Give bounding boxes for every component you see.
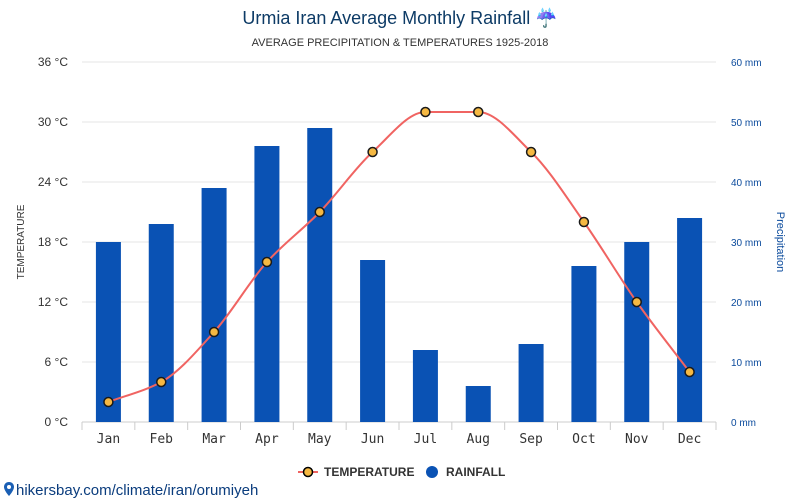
x-axis-label-nov: Nov: [625, 432, 649, 447]
x-axis-label-oct: Oct: [572, 432, 595, 447]
x-axis-label-sep: Sep: [519, 432, 543, 447]
x-axis-label-feb: Feb: [150, 432, 174, 447]
chart-title: Urmia Iran Average Monthly Rainfall ☔: [242, 7, 557, 28]
left-axis-tick-label: 6 °C: [45, 355, 69, 369]
right-axis-tick-label: 30 mm: [731, 238, 762, 249]
x-axis-label-apr: Apr: [255, 432, 279, 447]
legend-item-temperature[interactable]: TEMPERATURE: [298, 465, 414, 479]
temperature-point-jul: [420, 106, 431, 118]
temperature-point-mar: [208, 326, 220, 338]
rainfall-bar-sep: [518, 344, 544, 422]
temperature-markers: [103, 106, 695, 408]
legend-temperature-marker-icon: [302, 466, 314, 478]
chart-subtitle: AVERAGE PRECIPITATION & TEMPERATURES 192…: [252, 37, 549, 49]
source-link[interactable]: hikersbay.com/climate/iran/orumiyeh: [4, 482, 258, 499]
x-axis-label-dec: Dec: [678, 432, 701, 447]
temperature-point-sep: [525, 146, 537, 158]
legend-item-rainfall[interactable]: RAINFALL: [426, 465, 505, 479]
right-axis-tick-label: 20 mm: [731, 298, 762, 309]
right-axis-title: Precipitation: [774, 212, 786, 273]
rainfall-bar-feb: [148, 224, 174, 422]
x-axis: Jan Feb Mar Apr May Jun Jul Aug Sep Oct Nov Dec: [81, 422, 717, 447]
rainfall-bar-may: [307, 128, 333, 422]
right-y-axis: 0 mm 10 mm 20 mm 30 mm 40 mm 50 mm 60 mm: [731, 58, 762, 429]
left-axis-tick-label: 24 °C: [38, 175, 68, 189]
temperature-curve: [108, 111, 691, 403]
x-axis-label-jun: Jun: [361, 432, 384, 447]
temperature-point-oct: [578, 216, 590, 228]
x-axis-label-aug: Aug: [467, 432, 490, 447]
right-axis-tick-label: 50 mm: [731, 118, 762, 129]
rainfall-bar-jun: [360, 260, 386, 422]
rainfall-bars: [95, 128, 703, 422]
left-axis-tick-label: 36 °C: [38, 55, 68, 69]
x-axis-label-jul: Jul: [414, 432, 437, 447]
rainfall-bar-apr: [254, 146, 280, 422]
right-axis-tick-label: 10 mm: [731, 358, 762, 369]
legend: TEMPERATURE RAINFALL: [298, 465, 505, 479]
left-axis-tick-label: 30 °C: [38, 115, 68, 129]
temperature-point-apr: [261, 256, 273, 268]
legend-rainfall-label: RAINFALL: [446, 465, 505, 479]
temperature-point-dec: [684, 366, 695, 378]
legend-temperature-label: TEMPERATURE: [324, 465, 414, 479]
rainfall-bar-jul: [412, 350, 438, 422]
temperature-point-may: [314, 206, 325, 218]
gridlines: [82, 61, 716, 423]
left-y-axis: 0 °C 6 °C 12 °C 18 °C 24 °C 30 °C 36 °C: [38, 55, 68, 429]
left-axis-tick-label: 18 °C: [38, 235, 68, 249]
rainfall-bar-jan: [95, 242, 121, 422]
temperature-point-feb: [156, 376, 167, 388]
left-axis-tick-label: 0 °C: [45, 415, 69, 429]
rainfall-bar-mar: [201, 188, 227, 422]
temperature-point-nov: [631, 296, 642, 308]
location-pin-icon: [4, 482, 14, 496]
right-axis-tick-label: 60 mm: [731, 58, 762, 69]
rainfall-bar-oct: [571, 266, 597, 422]
right-axis-tick-label: 0 mm: [731, 418, 756, 429]
x-axis-label-mar: Mar: [202, 432, 226, 447]
legend-rainfall-marker-icon: [426, 466, 438, 478]
temperature-point-jan: [103, 396, 114, 408]
rainfall-bar-aug: [465, 386, 491, 422]
temperature-point-jun: [367, 146, 378, 158]
left-axis-tick-label: 12 °C: [38, 295, 68, 309]
rainfall-bar-dec: [677, 218, 703, 422]
x-axis-label-may: May: [308, 432, 332, 447]
source-url[interactable]: hikersbay.com/climate/iran/orumiyeh: [16, 482, 258, 499]
right-axis-tick-label: 40 mm: [731, 178, 762, 189]
left-axis-title: TEMPERATURE: [16, 204, 27, 279]
temperature-line: [108, 111, 691, 403]
x-axis-label-jan: Jan: [97, 432, 120, 447]
rainfall-bar-nov: [624, 242, 650, 422]
temperature-point-aug: [473, 106, 484, 118]
